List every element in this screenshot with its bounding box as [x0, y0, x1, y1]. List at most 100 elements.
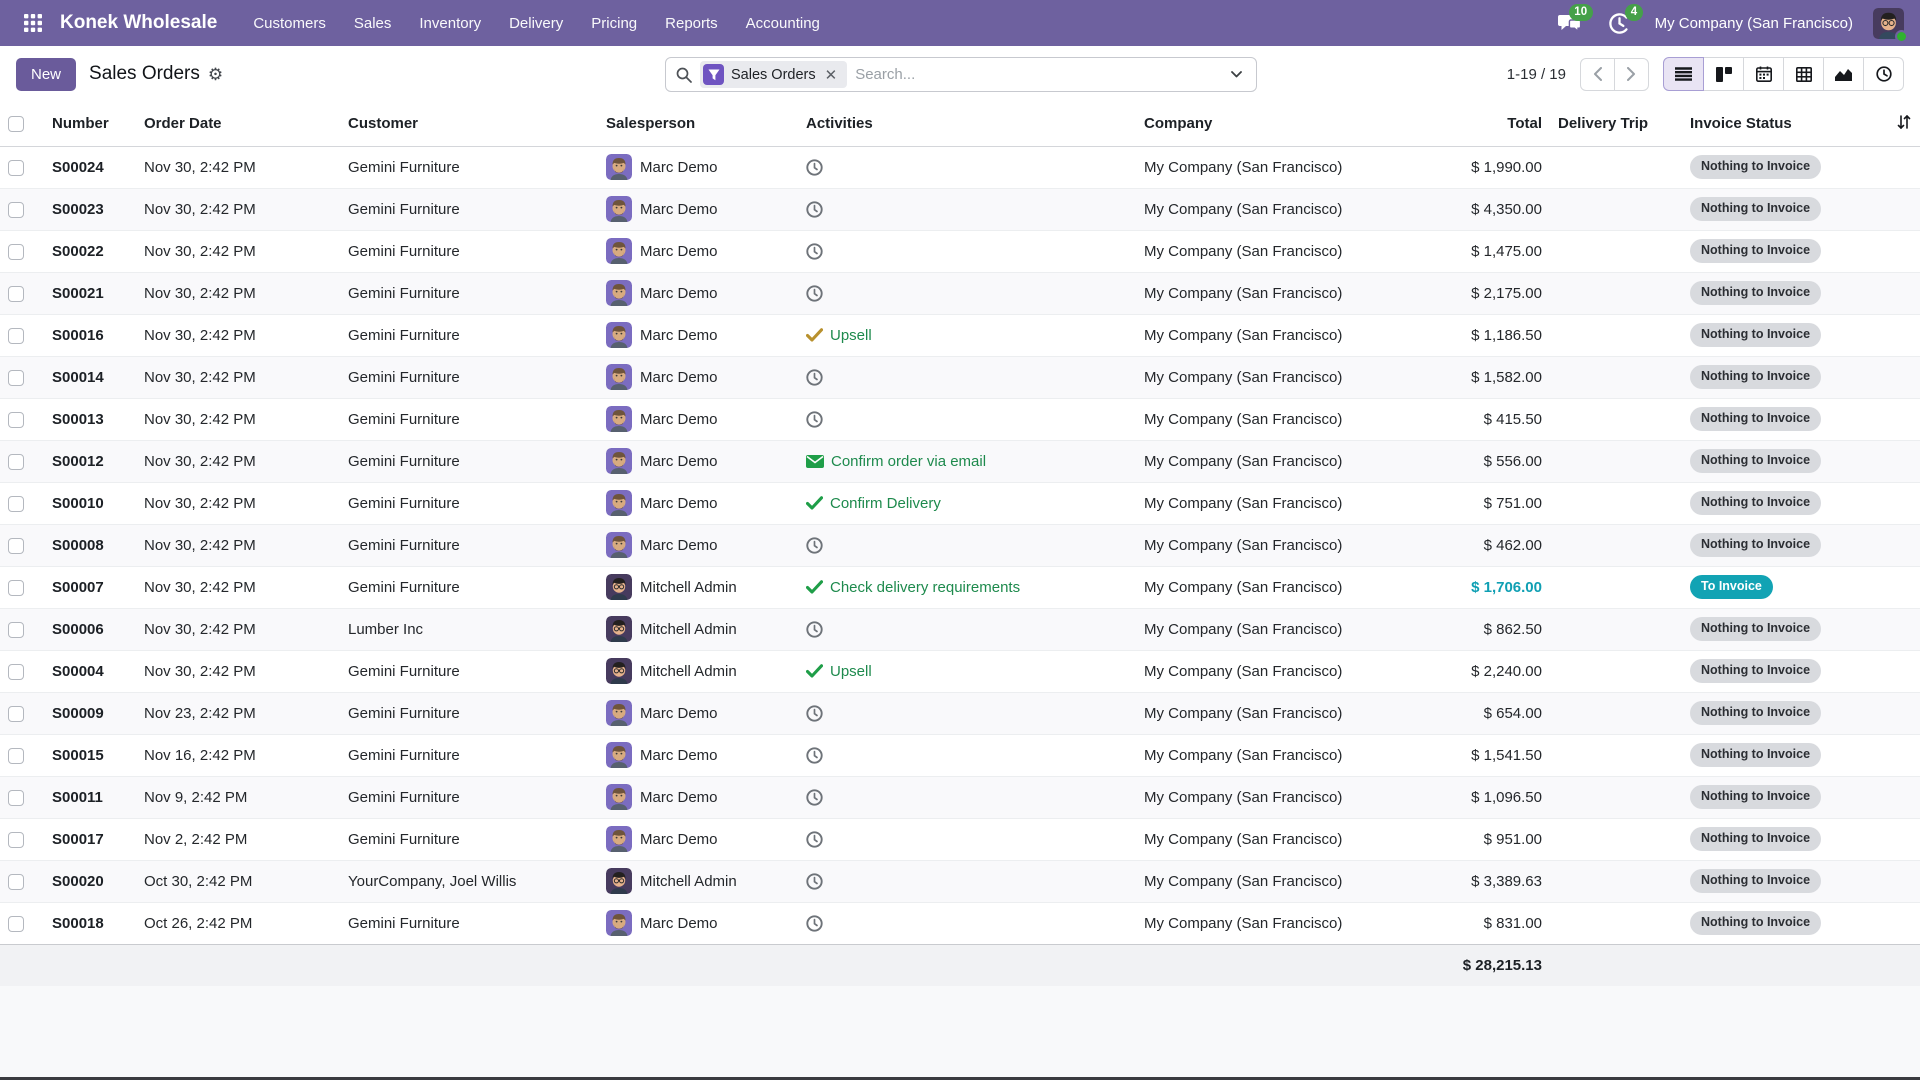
- row-checkbox[interactable]: [8, 201, 24, 218]
- row-checkbox[interactable]: [8, 831, 24, 848]
- order-row-S00006[interactable]: S00006 Nov 30, 2:42 PM Lumber Inc Mitchell …: [0, 608, 1920, 650]
- cell-activities[interactable]: [798, 818, 1136, 860]
- cell-activities[interactable]: [798, 272, 1136, 314]
- row-checkbox[interactable]: [8, 327, 24, 344]
- cell-activities[interactable]: [798, 608, 1136, 650]
- menu-inventory[interactable]: Inventory: [419, 14, 482, 32]
- order-row-S00009[interactable]: S00009 Nov 23, 2:42 PM Gemini Furniture Mar…: [0, 692, 1920, 734]
- order-row-S00008[interactable]: S00008 Nov 30, 2:42 PM Gemini Furniture Mar…: [0, 524, 1920, 566]
- column-header-status[interactable]: Invoice Status: [1682, 102, 1888, 147]
- row-checkbox[interactable]: [8, 243, 24, 260]
- messages-button[interactable]: 10: [1555, 4, 1593, 38]
- user-menu[interactable]: [1873, 7, 1908, 43]
- cell-activities[interactable]: Upsell: [798, 314, 1136, 356]
- column-header-customer[interactable]: Customer: [340, 102, 598, 147]
- activities-button[interactable]: 4: [1605, 4, 1643, 38]
- view-calendar-button[interactable]: [1743, 57, 1784, 91]
- order-row-S00023[interactable]: S00023 Nov 30, 2:42 PM Gemini Furniture Mar…: [0, 188, 1920, 230]
- grand-total: $ 28,215.13: [1434, 943, 1550, 986]
- optional-columns-button[interactable]: [1888, 102, 1920, 147]
- row-checkbox[interactable]: [8, 915, 24, 932]
- filter-remove-icon[interactable]: ✕: [824, 66, 838, 84]
- view-list-button[interactable]: [1663, 57, 1704, 91]
- column-header-number[interactable]: Number: [44, 102, 136, 147]
- order-row-S00022[interactable]: S00022 Nov 30, 2:42 PM Gemini Furniture Mar…: [0, 230, 1920, 272]
- view-activity-button[interactable]: [1863, 57, 1904, 91]
- select-all-header[interactable]: [0, 102, 44, 147]
- cell-activities[interactable]: [798, 734, 1136, 776]
- apps-grid-icon[interactable]: [16, 6, 50, 40]
- column-header-date[interactable]: Order Date: [136, 102, 340, 147]
- order-row-S00016[interactable]: S00016 Nov 30, 2:42 PM Gemini Furniture Mar…: [0, 314, 1920, 356]
- view-pivot-button[interactable]: [1783, 57, 1824, 91]
- order-row-S00007[interactable]: S00007 Nov 30, 2:42 PM Gemini Furniture Mit…: [0, 566, 1920, 608]
- row-checkbox[interactable]: [8, 411, 24, 428]
- row-checkbox[interactable]: [8, 159, 24, 176]
- row-checkbox[interactable]: [8, 705, 24, 722]
- cell-activities[interactable]: Check delivery requirements: [798, 566, 1136, 608]
- search-bar[interactable]: Sales Orders ✕: [665, 57, 1257, 92]
- menu-accounting[interactable]: Accounting: [745, 14, 820, 32]
- gear-icon[interactable]: ⚙: [207, 64, 224, 84]
- row-checkbox[interactable]: [8, 285, 24, 302]
- row-checkbox[interactable]: [8, 579, 24, 596]
- cell-activities[interactable]: [798, 902, 1136, 944]
- row-checkbox[interactable]: [8, 663, 24, 680]
- row-checkbox[interactable]: [8, 789, 24, 806]
- column-header-trip[interactable]: Delivery Trip: [1550, 102, 1682, 147]
- menu-customers[interactable]: Customers: [253, 14, 326, 32]
- order-row-S00004[interactable]: S00004 Nov 30, 2:42 PM Gemini Furniture Mit…: [0, 650, 1920, 692]
- order-row-S00021[interactable]: S00021 Nov 30, 2:42 PM Gemini Furniture Mar…: [0, 272, 1920, 314]
- row-checkbox[interactable]: [8, 621, 24, 638]
- page-title: Sales Orders: [89, 63, 200, 84]
- pager-previous-button[interactable]: [1580, 57, 1615, 91]
- column-header-salesperson[interactable]: Salesperson: [598, 102, 798, 147]
- row-checkbox[interactable]: [8, 537, 24, 554]
- cell-activities[interactable]: [798, 776, 1136, 818]
- menu-delivery[interactable]: Delivery: [509, 14, 564, 32]
- search-input[interactable]: [855, 66, 1215, 83]
- order-row-S00017[interactable]: S00017 Nov 2, 2:42 PM Gemini Furniture Marc…: [0, 818, 1920, 860]
- cell-activities[interactable]: [798, 188, 1136, 230]
- cell-activities[interactable]: Confirm order via email: [798, 440, 1136, 482]
- order-row-S00024[interactable]: S00024 Nov 30, 2:42 PM Gemini Furniture Mar…: [0, 146, 1920, 188]
- menu-pricing[interactable]: Pricing: [591, 14, 638, 32]
- row-checkbox[interactable]: [8, 747, 24, 764]
- view-kanban-button[interactable]: [1703, 57, 1744, 91]
- column-header-company[interactable]: Company: [1136, 102, 1434, 147]
- pager-next-button[interactable]: [1614, 57, 1649, 91]
- column-header-total[interactable]: Total: [1434, 102, 1550, 147]
- order-row-S00020[interactable]: S00020 Oct 30, 2:42 PM YourCompany, Joel W…: [0, 860, 1920, 902]
- filter-chip-sales-orders[interactable]: Sales Orders ✕: [700, 61, 848, 88]
- order-row-S00018[interactable]: S00018 Oct 26, 2:42 PM Gemini Furniture Mar…: [0, 902, 1920, 944]
- menu-sales[interactable]: Sales: [353, 14, 392, 32]
- row-checkbox[interactable]: [8, 453, 24, 470]
- cell-activities[interactable]: [798, 860, 1136, 902]
- cell-activities[interactable]: Upsell: [798, 650, 1136, 692]
- order-row-S00013[interactable]: S00013 Nov 30, 2:42 PM Gemini Furniture Mar…: [0, 398, 1920, 440]
- app-brand[interactable]: Konek Wholesale: [60, 12, 218, 33]
- view-graph-button[interactable]: [1823, 57, 1864, 91]
- order-row-S00010[interactable]: S00010 Nov 30, 2:42 PM Gemini Furniture Mar…: [0, 482, 1920, 524]
- search-dropdown-caret[interactable]: [1223, 67, 1250, 82]
- cell-activities[interactable]: [798, 398, 1136, 440]
- new-button[interactable]: New: [16, 57, 77, 91]
- order-row-S00014[interactable]: S00014 Nov 30, 2:42 PM Gemini Furniture Mar…: [0, 356, 1920, 398]
- row-checkbox[interactable]: [8, 873, 24, 890]
- cell-salesperson: Marc Demo: [598, 230, 798, 272]
- order-row-S00012[interactable]: S00012 Nov 30, 2:42 PM Gemini Furniture Mar…: [0, 440, 1920, 482]
- cell-activities[interactable]: Confirm Delivery: [798, 482, 1136, 524]
- cell-activities[interactable]: [798, 692, 1136, 734]
- cell-activities[interactable]: [798, 524, 1136, 566]
- cell-activities[interactable]: [798, 230, 1136, 272]
- order-row-S00011[interactable]: S00011 Nov 9, 2:42 PM Gemini Furniture Marc…: [0, 776, 1920, 818]
- menu-reports[interactable]: Reports: [665, 14, 718, 32]
- company-switcher[interactable]: My Company (San Francisco): [1654, 14, 1853, 32]
- order-row-S00015[interactable]: S00015 Nov 16, 2:42 PM Gemini Furniture Mar…: [0, 734, 1920, 776]
- cell-activities[interactable]: [798, 146, 1136, 188]
- cell-activities[interactable]: [798, 356, 1136, 398]
- row-checkbox[interactable]: [8, 369, 24, 386]
- column-header-activities[interactable]: Activities: [798, 102, 1136, 147]
- row-checkbox[interactable]: [8, 495, 24, 512]
- select-all-checkbox[interactable]: [8, 116, 24, 133]
